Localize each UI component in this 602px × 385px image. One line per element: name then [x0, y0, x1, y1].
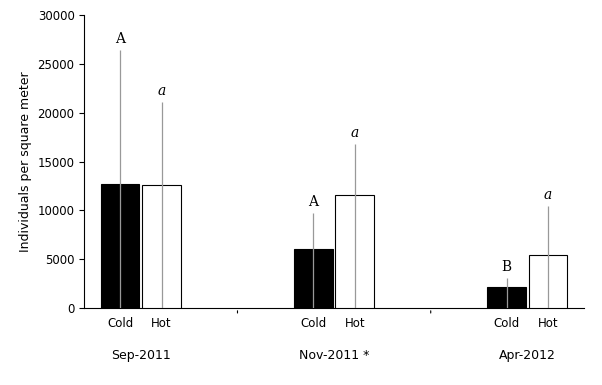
Text: A: A — [308, 196, 318, 209]
Bar — [335, 195, 374, 308]
Bar — [101, 184, 140, 308]
Text: Apr-2012: Apr-2012 — [499, 349, 556, 362]
Text: B: B — [501, 260, 512, 274]
Text: Nov-2011 *: Nov-2011 * — [299, 349, 369, 362]
Bar — [529, 255, 567, 308]
Bar — [488, 286, 526, 308]
Text: Sep-2011: Sep-2011 — [111, 349, 171, 362]
Text: A: A — [115, 32, 125, 46]
Text: a: a — [544, 188, 552, 202]
Y-axis label: Individuals per square meter: Individuals per square meter — [19, 71, 32, 252]
Bar — [294, 248, 333, 308]
Text: a: a — [351, 126, 359, 140]
Bar — [142, 185, 181, 308]
Text: a: a — [158, 84, 166, 98]
